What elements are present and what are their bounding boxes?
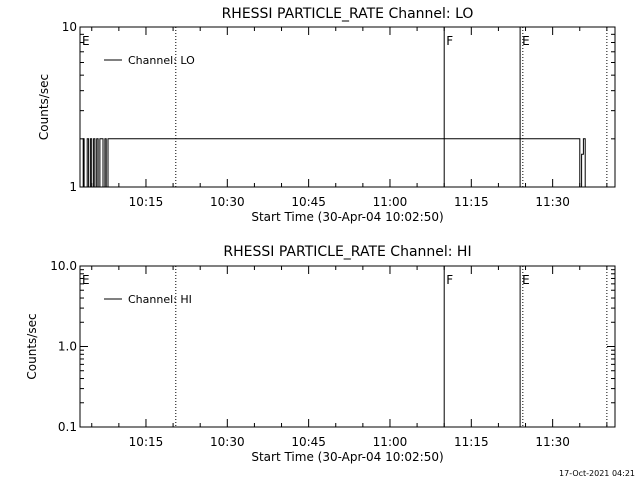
marker-label: E [522,273,530,287]
y-tick-label: 0.1 [58,420,77,434]
y-tick-label: 10 [62,20,77,34]
chart-panel-1: RHESSI PARTICLE_RATE Channel: LO 10:15 10:… [37,6,616,224]
x-tick-label: 11:30 [535,195,570,209]
y-tick-label: 1.0 [58,340,77,354]
x-tick-label: 11:00 [373,195,408,209]
x-tick-label: 11:15 [454,435,489,449]
plot-frame [79,26,616,188]
chart-panel-2: RHESSI PARTICLE_RATE Channel: HI 10:15 10:… [25,244,616,464]
marker-label: E [82,34,90,48]
marker-label: E [82,273,90,287]
y-tick-label: 1 [69,180,77,194]
marker-label: F [446,34,453,48]
y-axis-title: Counts/sec [25,313,39,379]
x-axis-title: Start Time (30-Apr-04 10:02:50) [251,210,443,224]
x-tick-label: 11:00 [373,435,408,449]
x-tick-label: 10:30 [210,195,245,209]
legend-label: Channel: LO [128,54,195,67]
marker-label: E [522,34,530,48]
x-tick-label: 10:45 [291,435,326,449]
timestamp: 17-Oct-2021 04:21 [559,469,635,478]
marker-label: F [446,273,453,287]
x-tick-label: 10:45 [291,195,326,209]
y-tick-label: 10.0 [50,259,77,273]
x-tick-label: 11:30 [535,435,570,449]
x-tick-label: 10:15 [129,195,164,209]
chart-title: RHESSI PARTICLE_RATE Channel: HI [223,244,471,260]
series-line [81,138,587,188]
x-tick-label: 10:30 [210,435,245,449]
legend-label: Channel: HI [128,293,192,306]
x-tick-label: 11:15 [454,195,489,209]
x-tick-label: 10:15 [129,435,164,449]
y-axis-title: Counts/sec [37,74,51,140]
plot-frame [79,265,616,428]
x-axis-title: Start Time (30-Apr-04 10:02:50) [251,450,443,464]
chart-title: RHESSI PARTICLE_RATE Channel: LO [222,6,474,22]
